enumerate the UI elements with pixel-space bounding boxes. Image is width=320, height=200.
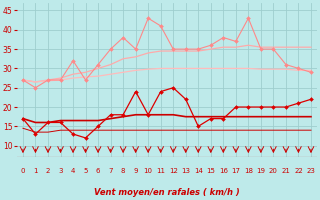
X-axis label: Vent moyen/en rafales ( km/h ): Vent moyen/en rafales ( km/h ) — [94, 188, 240, 197]
